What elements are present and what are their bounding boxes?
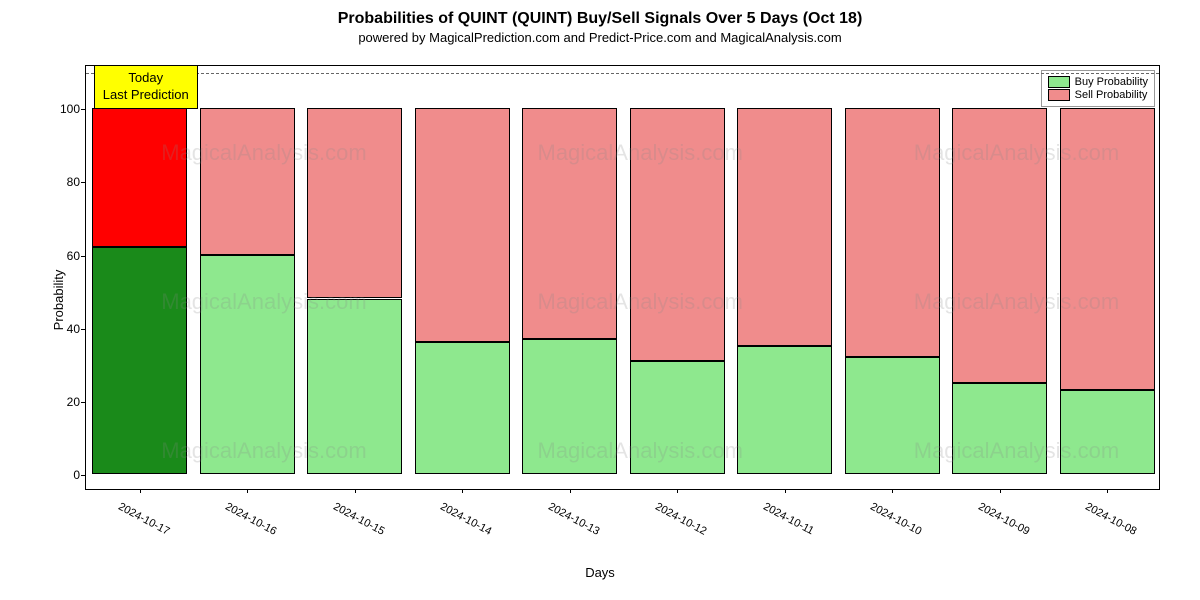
- x-tick-mark: [570, 489, 571, 493]
- y-tick-mark: [81, 402, 85, 403]
- bar-buy: [845, 357, 940, 474]
- bar-buy: [307, 299, 402, 475]
- x-tick-mark: [247, 489, 248, 493]
- chart-container: Probabilities of QUINT (QUINT) Buy/Sell …: [10, 10, 1190, 590]
- bar-sell: [737, 108, 832, 346]
- legend-swatch-sell: [1048, 89, 1070, 101]
- x-tick-label: 2024-10-13: [546, 501, 601, 538]
- bar-sell: [92, 108, 187, 247]
- bar-buy: [415, 342, 510, 474]
- bar-buy: [200, 255, 295, 475]
- legend-swatch-buy: [1048, 76, 1070, 88]
- x-tick-label: 2024-10-10: [868, 501, 923, 538]
- bar-buy: [522, 339, 617, 475]
- annotation-line1: Today: [103, 70, 189, 87]
- x-tick-mark: [462, 489, 463, 493]
- y-tick-mark: [81, 329, 85, 330]
- y-tick-label: 100: [55, 102, 80, 116]
- y-tick-label: 60: [55, 249, 80, 263]
- y-tick-mark: [81, 109, 85, 110]
- x-tick-mark: [677, 489, 678, 493]
- bar-buy: [737, 346, 832, 474]
- x-tick-label: 2024-10-14: [438, 501, 493, 538]
- annotation-today: TodayLast Prediction: [94, 65, 198, 109]
- y-tick-label: 80: [55, 175, 80, 189]
- x-tick-mark: [1000, 489, 1001, 493]
- legend-item-buy: Buy Probability: [1048, 76, 1148, 88]
- bars-container: [86, 66, 1159, 489]
- y-tick-mark: [81, 182, 85, 183]
- y-tick-label: 20: [55, 395, 80, 409]
- chart-legend: Buy Probability Sell Probability: [1041, 70, 1155, 107]
- bar-buy: [92, 247, 187, 474]
- bar-sell: [630, 108, 725, 361]
- bar-sell: [415, 108, 510, 342]
- hline-threshold: [86, 73, 1159, 74]
- x-tick-label: 2024-10-09: [976, 501, 1031, 538]
- bar-buy: [1060, 390, 1155, 474]
- annotation-line2: Last Prediction: [103, 87, 189, 104]
- x-tick-mark: [1107, 489, 1108, 493]
- chart-title: Probabilities of QUINT (QUINT) Buy/Sell …: [10, 10, 1190, 28]
- y-tick-mark: [81, 256, 85, 257]
- y-tick-mark: [81, 475, 85, 476]
- legend-item-sell: Sell Probability: [1048, 89, 1148, 101]
- x-tick-label: 2024-10-16: [223, 501, 278, 538]
- x-tick-mark: [355, 489, 356, 493]
- bar-sell: [307, 108, 402, 299]
- x-tick-label: 2024-10-15: [331, 501, 386, 538]
- x-tick-label: 2024-10-11: [761, 501, 816, 538]
- plot-area: Buy Probability Sell Probability Magical…: [85, 65, 1160, 490]
- x-tick-mark: [892, 489, 893, 493]
- chart-subtitle: powered by MagicalPrediction.com and Pre…: [10, 30, 1190, 45]
- x-tick-mark: [785, 489, 786, 493]
- bar-sell: [200, 108, 295, 255]
- x-tick-label: 2024-10-12: [653, 501, 708, 538]
- bar-sell: [1060, 108, 1155, 390]
- legend-label-sell: Sell Probability: [1075, 89, 1148, 101]
- x-tick-label: 2024-10-08: [1083, 501, 1138, 538]
- bar-buy: [952, 383, 1047, 475]
- bar-sell: [522, 108, 617, 339]
- bar-sell: [952, 108, 1047, 383]
- x-tick-label: 2024-10-17: [116, 501, 171, 538]
- legend-label-buy: Buy Probability: [1075, 76, 1148, 88]
- bar-buy: [630, 361, 725, 475]
- y-tick-label: 0: [55, 468, 80, 482]
- bar-sell: [845, 108, 940, 357]
- x-axis-label: Days: [585, 565, 615, 580]
- x-tick-mark: [140, 489, 141, 493]
- y-tick-label: 40: [55, 322, 80, 336]
